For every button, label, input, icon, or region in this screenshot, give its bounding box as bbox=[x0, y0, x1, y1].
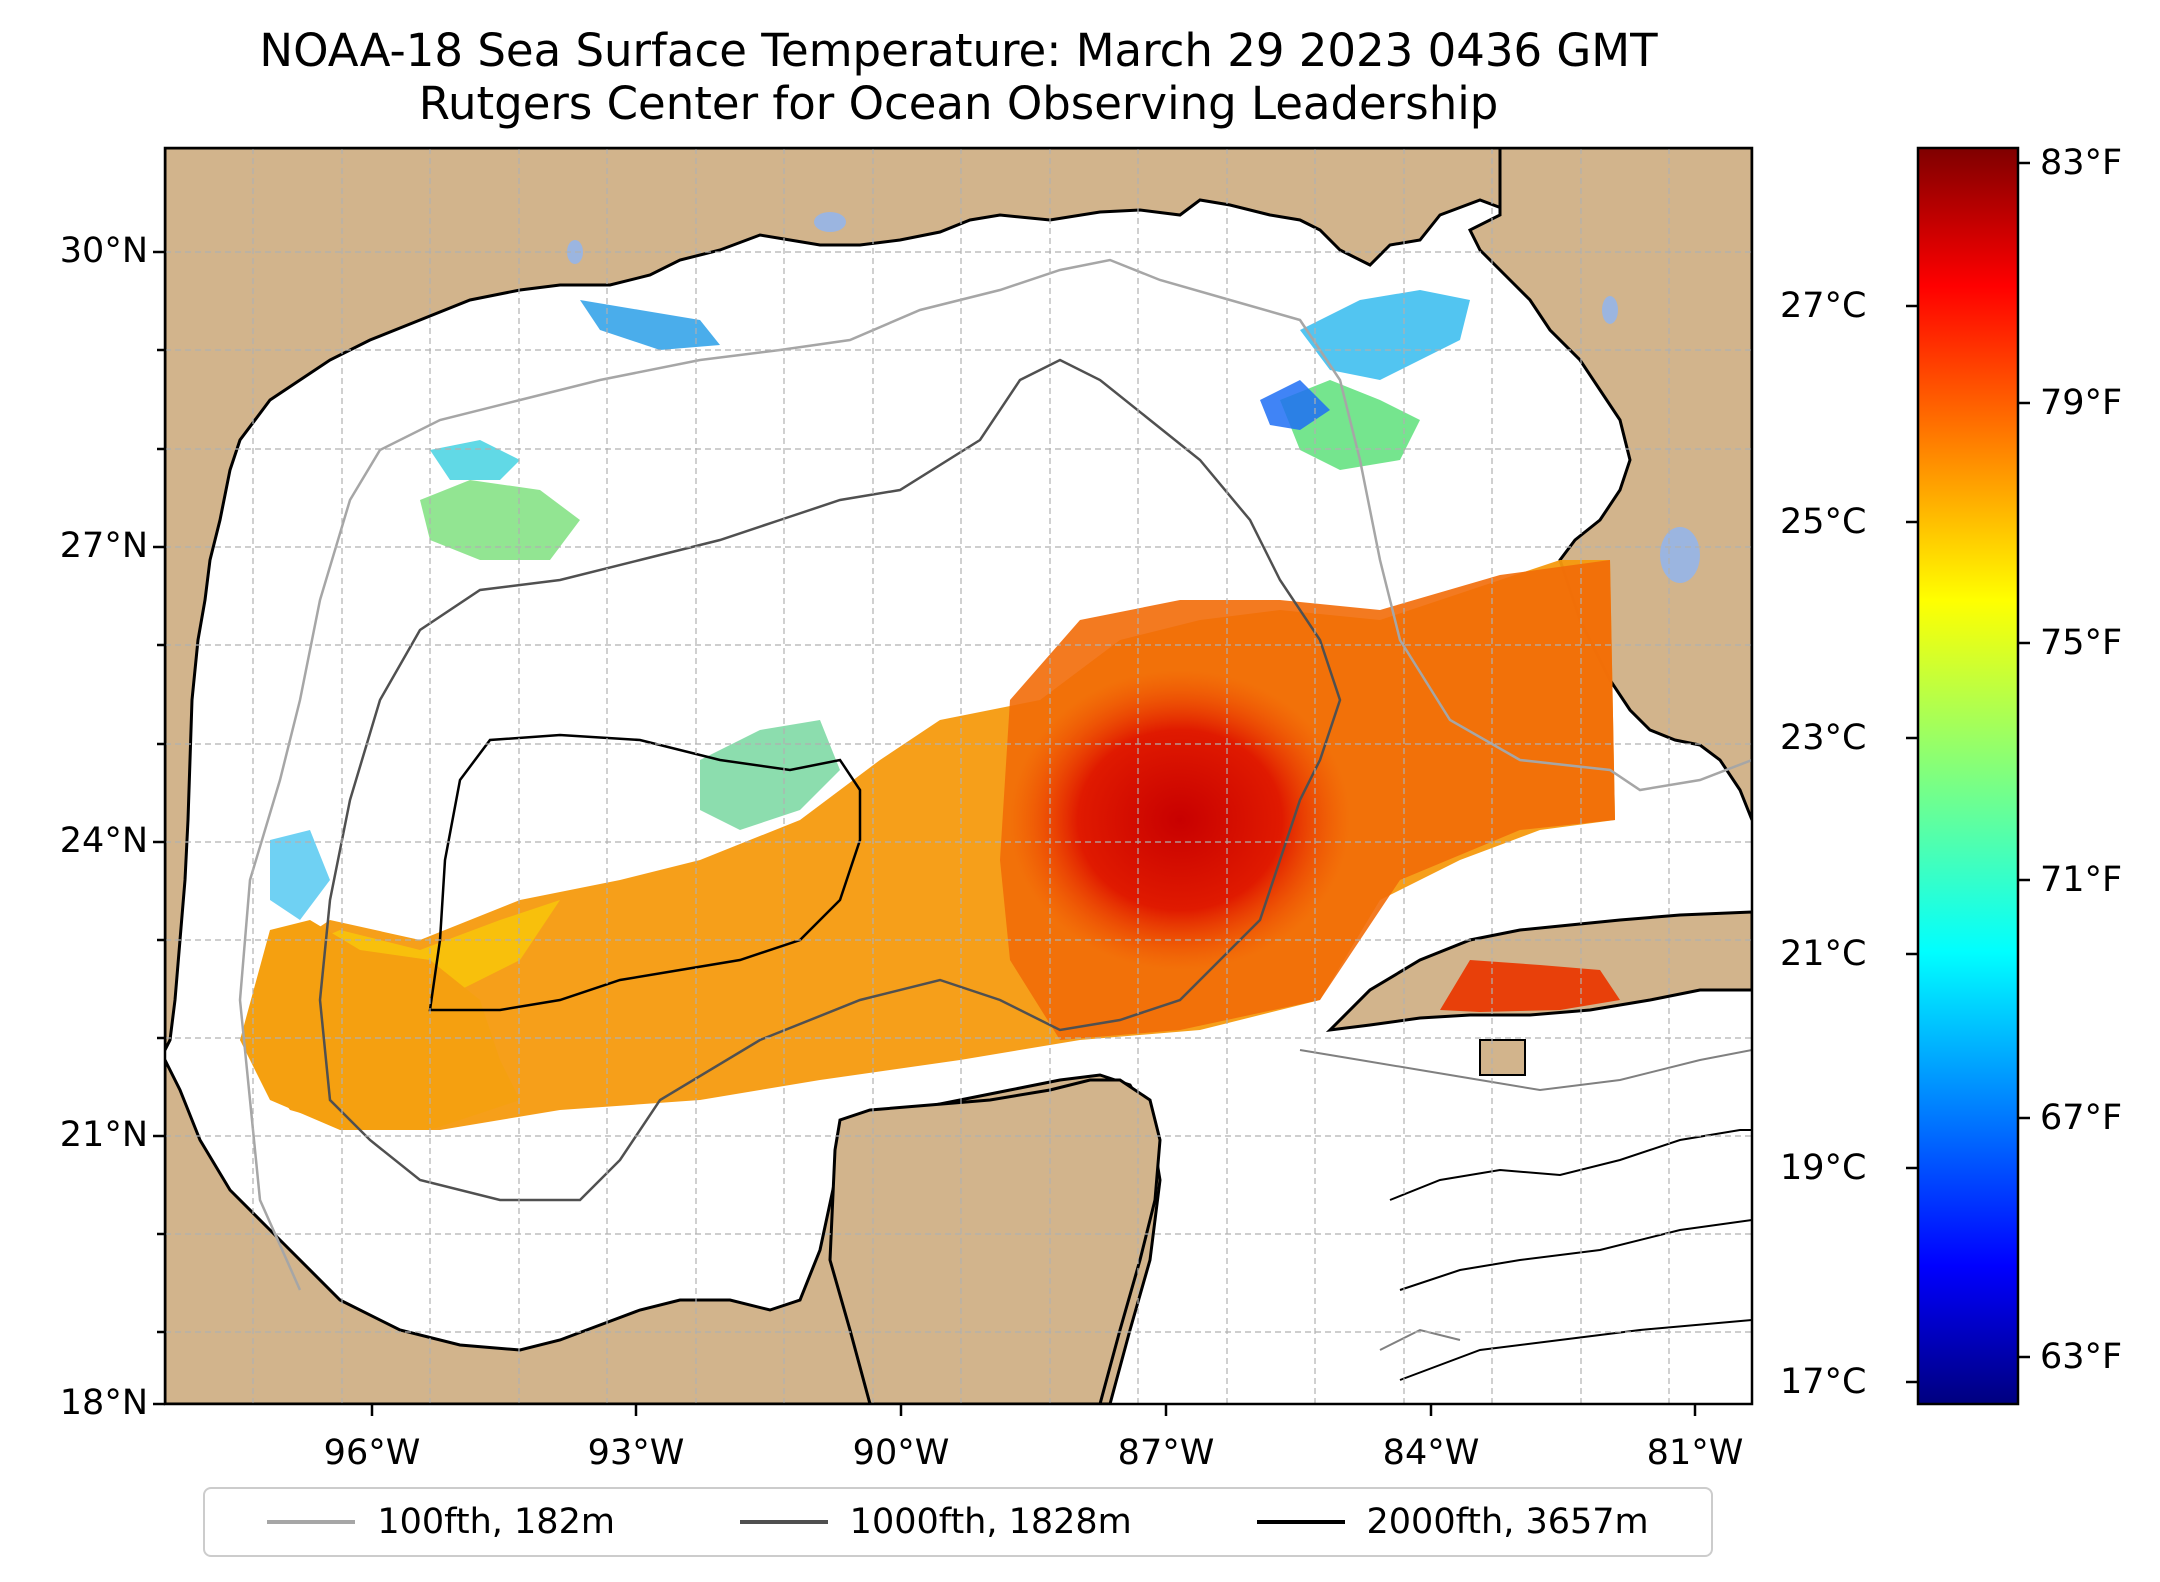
lake-florida-small bbox=[1602, 296, 1618, 324]
colorbar-fahrenheit-75: 75°F bbox=[2040, 623, 2123, 663]
sst-patch-texas-1 bbox=[580, 300, 720, 350]
land-florida bbox=[1467, 148, 1752, 821]
contour-caribbean bbox=[1389, 1129, 1752, 1381]
legend-label-1000fth: 1000fth, 1828m bbox=[849, 1502, 1132, 1542]
legend-label-2000fth: 2000fth, 3657m bbox=[1366, 1502, 1649, 1542]
land-cuba-small bbox=[1479, 1039, 1526, 1076]
lon-label-90w: 90°W bbox=[852, 1433, 950, 1473]
map-plot-area bbox=[165, 148, 1752, 1404]
sst-patch-texas-3 bbox=[430, 440, 520, 480]
sst-patch-west-coast bbox=[270, 830, 330, 920]
lat-label-27n: 27°N bbox=[59, 526, 148, 566]
colorbar-fahrenheit-67: 67°F bbox=[2040, 1098, 2123, 1138]
legend-swatch-1000fth bbox=[739, 1520, 828, 1524]
colorbar-celsius-17: 17°C bbox=[1780, 1362, 1867, 1402]
colorbar-celsius-19: 19°C bbox=[1780, 1148, 1867, 1188]
legend-item-2000fth: 2000fth, 3657m bbox=[1256, 1502, 1649, 1542]
chart-title: NOAA-18 Sea Surface Temperature: March 2… bbox=[259, 24, 1658, 77]
lake-pontchartrain bbox=[814, 212, 846, 232]
legend-item-100fth: 100fth, 182m bbox=[267, 1502, 615, 1542]
sst-cuba-patch bbox=[1440, 960, 1620, 1012]
sst-patch-east-3 bbox=[1260, 380, 1330, 430]
colorbar-ticks bbox=[1906, 161, 2030, 1384]
colorbar-fahrenheit-83: 83°F bbox=[2040, 143, 2123, 183]
colorbar-celsius-25: 25°C bbox=[1780, 502, 1867, 542]
lat-label-30n: 30°N bbox=[59, 231, 148, 271]
sst-patch-mid bbox=[700, 720, 840, 830]
contour-100fth bbox=[238, 258, 1752, 1291]
colorbar-fahrenheit-71: 71°F bbox=[2040, 860, 2123, 900]
lon-label-84w: 84°W bbox=[1382, 1433, 1480, 1473]
lat-label-18n: 18°N bbox=[59, 1383, 148, 1423]
lon-label-96w: 96°W bbox=[323, 1433, 421, 1473]
lon-label-87w: 87°W bbox=[1117, 1433, 1215, 1473]
lat-label-24n: 24°N bbox=[59, 821, 148, 861]
map-ticks bbox=[153, 250, 1697, 1416]
contour-caribbean-grey bbox=[1299, 1049, 1752, 1351]
legend-swatch-100fth bbox=[267, 1520, 356, 1524]
lat-label-21n: 21°N bbox=[59, 1115, 148, 1155]
colorbar-celsius-23: 23°C bbox=[1780, 718, 1867, 758]
legend-item-1000fth: 1000fth, 1828m bbox=[739, 1502, 1132, 1542]
contour-legend: 100fth, 182m 1000fth, 1828m 2000fth, 365… bbox=[203, 1487, 1713, 1557]
colorbar-fahrenheit-63: 63°F bbox=[2040, 1337, 2123, 1377]
contour-1000fth bbox=[318, 358, 1342, 1202]
legend-swatch-2000fth bbox=[1256, 1520, 1345, 1524]
colorbar-celsius-27: 27°C bbox=[1780, 286, 1867, 326]
sst-west bbox=[240, 920, 520, 1130]
sst-patch-texas-2 bbox=[420, 480, 580, 560]
land-yucatan bbox=[828, 1078, 1162, 1404]
lon-label-93w: 93°W bbox=[587, 1433, 685, 1473]
sst-hot-core bbox=[1010, 670, 1350, 970]
colorbar bbox=[1916, 146, 2020, 1406]
map-frame bbox=[163, 146, 1754, 1406]
lon-label-81w: 81°W bbox=[1646, 1433, 1744, 1473]
contour-2000fth bbox=[428, 733, 862, 1012]
gridlines bbox=[165, 148, 1752, 1404]
colorbar-fahrenheit-79: 79°F bbox=[2040, 383, 2123, 423]
lake-okeechobee bbox=[1660, 527, 1700, 583]
sst-patch-east-1 bbox=[1300, 290, 1470, 380]
colorbar-celsius-21: 21°C bbox=[1780, 934, 1867, 974]
legend-label-100fth: 100fth, 182m bbox=[377, 1502, 615, 1542]
chart-subtitle: Rutgers Center for Ocean Observing Leade… bbox=[418, 77, 1499, 130]
